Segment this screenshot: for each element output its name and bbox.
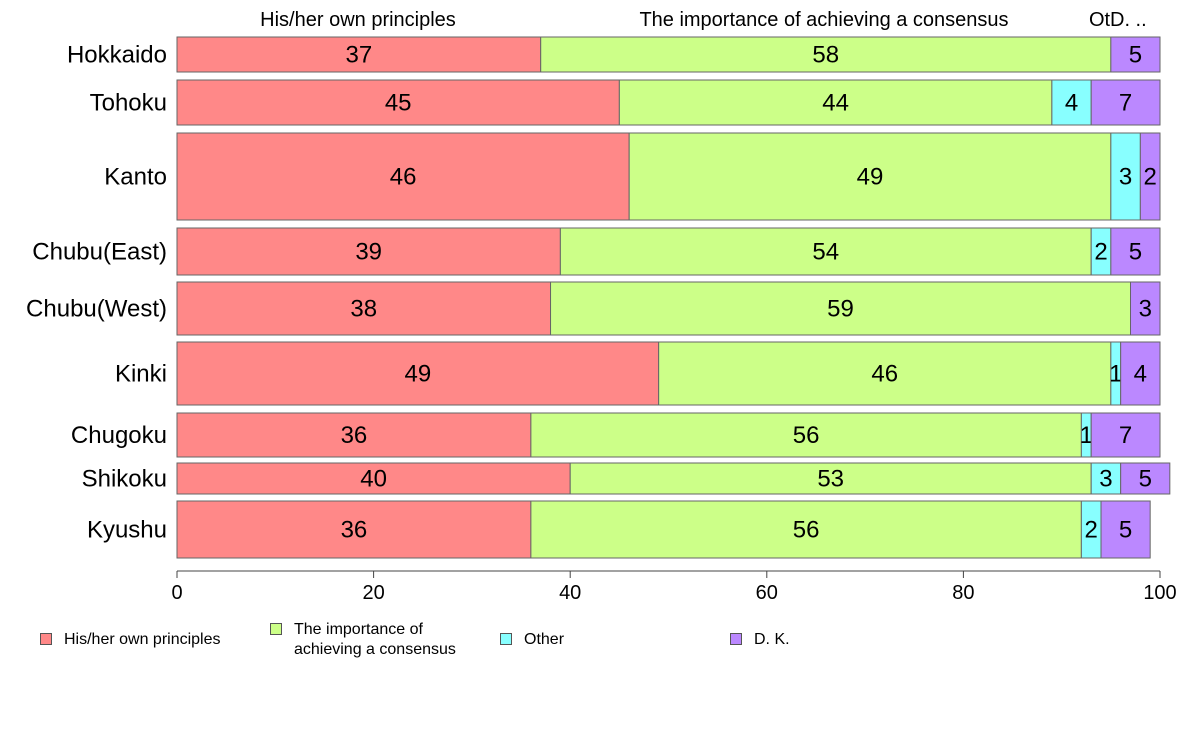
data-label-kanto-1: 49 (857, 164, 884, 191)
data-label-tohoku-3: 7 (1119, 90, 1132, 117)
data-label-hokkaido-3: 5 (1129, 42, 1142, 69)
bar-segment-kanto-1 (628, 132, 1112, 221)
top-label-1: The importance of achieving a consensus (639, 9, 1008, 31)
data-label-kanto-0: 46 (390, 164, 417, 191)
data-label-chubu-east-3: 5 (1129, 239, 1142, 266)
bar-segment-tohoku-0 (176, 79, 620, 126)
bar-segment-kanto-0 (176, 132, 630, 221)
bar-segment-kinki-0 (176, 341, 660, 406)
data-label-kyushu-1: 56 (793, 517, 820, 544)
bar-segment-chubu-west-0 (176, 281, 552, 336)
bar-segment-kyushu-3 (1100, 500, 1151, 559)
bar-segment-kinki-1 (658, 341, 1112, 406)
bar-segment-shikoku-3 (1120, 462, 1171, 495)
data-label-kyushu-0: 36 (341, 517, 368, 544)
bar-segment-chubu-east-1 (559, 227, 1092, 276)
bar-segment-shikoku-2 (1090, 462, 1122, 495)
data-label-chugoku-3: 7 (1119, 422, 1132, 449)
top-label-0: His/her own principles (260, 9, 456, 31)
bar-segment-tohoku-1 (618, 79, 1053, 126)
data-label-chugoku-2: 1 (1080, 422, 1093, 449)
category-label-chubu-west: Chubu(West) (26, 296, 167, 323)
bar-segment-hokkaido-0 (176, 36, 542, 73)
bar-segment-shikoku-0 (176, 462, 571, 495)
category-label-hokkaido: Hokkaido (67, 42, 167, 69)
data-label-chubu-east-0: 39 (355, 239, 382, 266)
category-label-tohoku: Tohoku (90, 90, 167, 117)
bar-segment-chugoku-0 (176, 412, 532, 458)
data-label-tohoku-0: 45 (385, 90, 412, 117)
data-label-kanto-3: 2 (1143, 164, 1156, 191)
bar-segment-kanto-3 (1139, 132, 1161, 221)
bar-segment-chugoku-1 (530, 412, 1082, 458)
x-tick-label-1: 20 (362, 582, 384, 604)
data-label-chugoku-1: 56 (793, 422, 820, 449)
data-label-chubu-east-1: 54 (812, 239, 839, 266)
bar-segment-tohoku-3 (1090, 79, 1161, 126)
x-tick-label-5: 100 (1143, 582, 1176, 604)
bar-segment-kinki-3 (1120, 341, 1161, 406)
data-label-kanto-2: 3 (1119, 164, 1132, 191)
category-label-shikoku: Shikoku (82, 466, 167, 493)
bar-segment-kyushu-0 (176, 500, 532, 559)
bar-segment-chubu-east-3 (1110, 227, 1161, 276)
bar-segment-chubu-west-3 (1130, 281, 1161, 336)
data-label-hokkaido-1: 58 (812, 42, 839, 69)
category-label-chubu-east: Chubu(East) (32, 239, 167, 266)
top-label-2: Ot (1089, 9, 1111, 31)
data-label-shikoku-0: 40 (360, 466, 387, 493)
data-label-tohoku-2: 4 (1065, 90, 1078, 117)
data-label-chubu-east-2: 2 (1094, 239, 1107, 266)
bar-segment-shikoku-1 (569, 462, 1092, 495)
data-label-hokkaido-0: 37 (346, 42, 373, 69)
bar-segment-hokkaido-1 (540, 36, 1112, 73)
x-tick-label-2: 40 (559, 582, 581, 604)
data-label-shikoku-1: 53 (817, 466, 844, 493)
data-label-chubu-west-0: 38 (350, 296, 377, 323)
x-tick-label-0: 0 (171, 582, 182, 604)
top-label-3: D. .. (1110, 9, 1147, 31)
data-label-kyushu-3: 5 (1119, 517, 1132, 544)
x-tick-label-3: 60 (756, 582, 778, 604)
data-label-kinki-2: 1 (1109, 361, 1122, 388)
category-label-kyushu: Kyushu (87, 517, 167, 544)
data-label-shikoku-2: 3 (1099, 466, 1112, 493)
category-label-chugoku: Chugoku (71, 422, 167, 449)
data-label-chubu-west-1: 59 (827, 296, 854, 323)
data-label-tohoku-1: 44 (822, 90, 849, 117)
data-label-chubu-west-3: 3 (1139, 296, 1152, 323)
data-label-kyushu-2: 2 (1085, 517, 1098, 544)
bar-segment-kyushu-1 (530, 500, 1082, 559)
x-tick-label-4: 80 (952, 582, 974, 604)
data-label-kinki-1: 46 (871, 361, 898, 388)
data-label-kinki-3: 4 (1134, 361, 1147, 388)
bar-segment-chugoku-3 (1090, 412, 1161, 458)
data-label-kinki-0: 49 (404, 361, 431, 388)
bar-segment-hokkaido-3 (1110, 36, 1161, 73)
category-label-kinki: Kinki (115, 361, 167, 388)
bar-segment-tohoku-2 (1051, 79, 1092, 126)
data-label-shikoku-3: 5 (1139, 466, 1152, 493)
data-label-chugoku-0: 36 (341, 422, 368, 449)
bar-segment-chubu-east-0 (176, 227, 561, 276)
bar-segment-kanto-2 (1110, 132, 1141, 221)
category-label-kanto: Kanto (104, 164, 167, 191)
